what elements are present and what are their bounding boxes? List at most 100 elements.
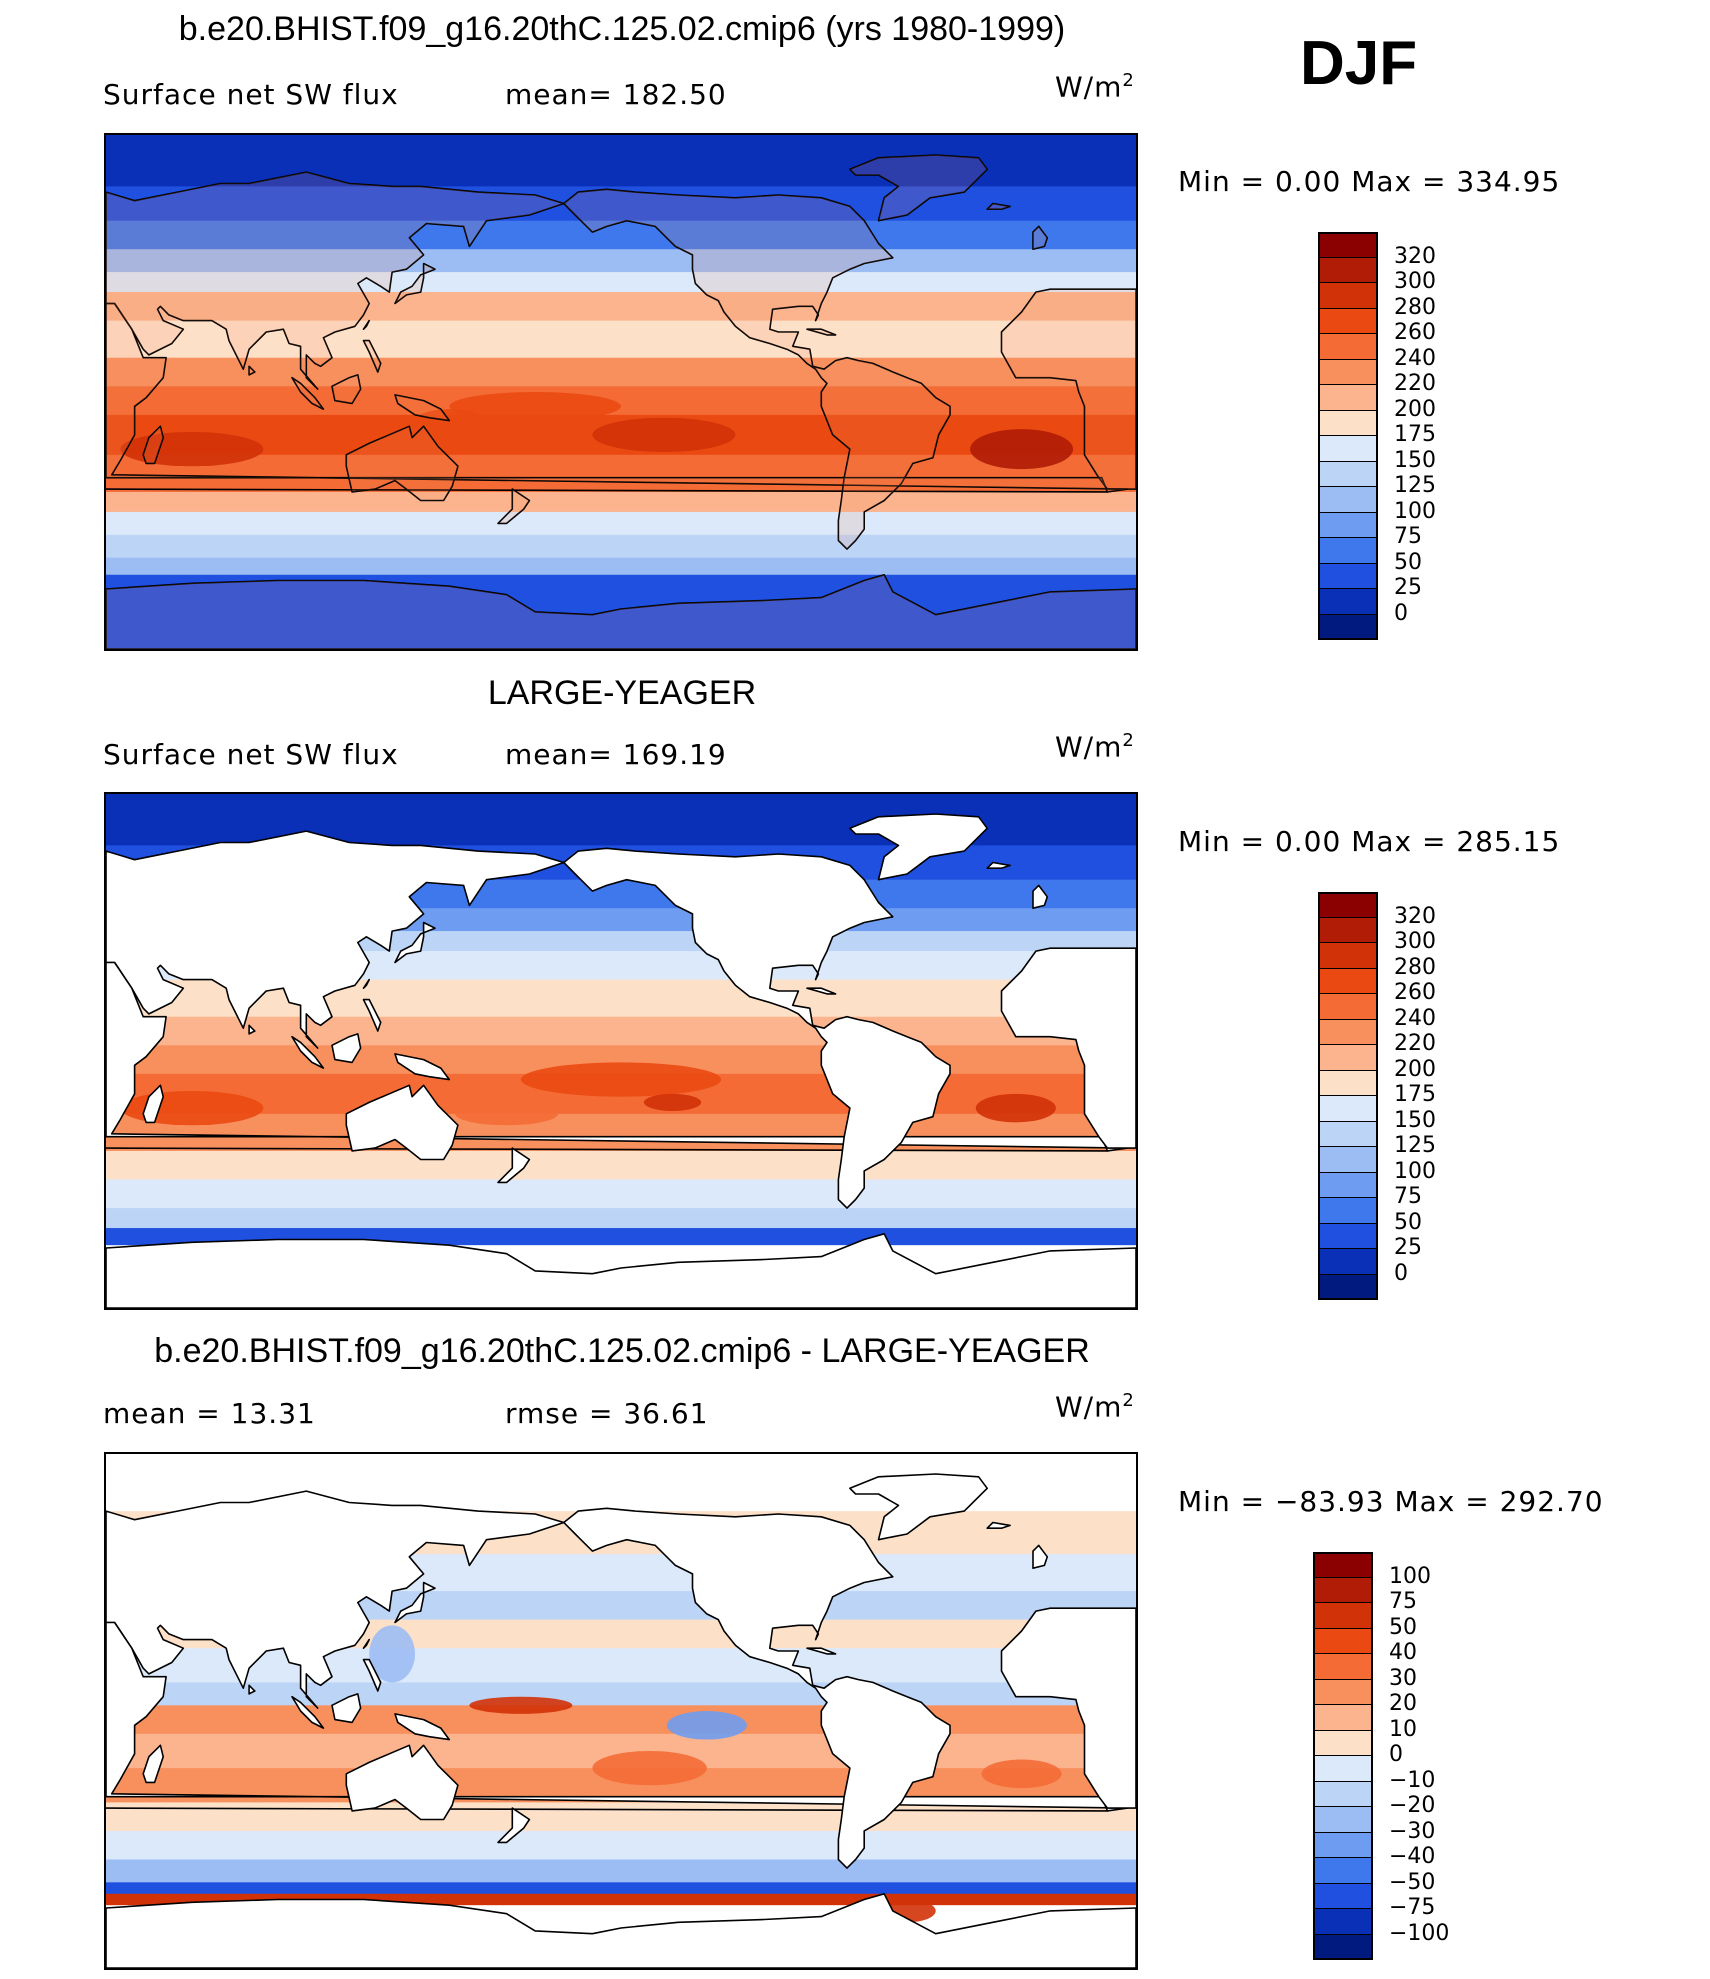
colorbar-tick-label: −100 — [1389, 1920, 1450, 1946]
land-tint — [363, 340, 381, 372]
coastline — [1000, 1607, 1136, 1809]
colorbar-swatch — [1318, 385, 1378, 411]
colorbar-tick-label: 240 — [1394, 1005, 1436, 1031]
coastline — [1032, 1544, 1049, 1569]
colorbar-swatch — [1313, 1909, 1373, 1935]
map-color-band — [106, 1830, 1136, 1860]
map-color-band — [106, 557, 1136, 576]
coastline — [562, 188, 951, 550]
coastline — [1000, 288, 1136, 490]
colorbar-tick-label: 280 — [1394, 294, 1436, 320]
colorbar-tick-label: 320 — [1394, 903, 1436, 929]
colorbar-tick-label: −20 — [1389, 1793, 1436, 1818]
map-color-band — [106, 320, 1136, 359]
coastline — [331, 1693, 362, 1724]
coastline — [394, 262, 436, 305]
colorbar-swatch — [1318, 487, 1378, 513]
map-color-band — [106, 534, 1136, 559]
map-color-band — [106, 1893, 1136, 1906]
colorbar-swatch — [1313, 1832, 1373, 1858]
colorbar-tick-label: 50 — [1394, 1209, 1422, 1235]
colorbar-tick-label: 260 — [1394, 320, 1436, 345]
colorbar-swatch — [1318, 334, 1378, 360]
coastline — [362, 998, 382, 1032]
coastline — [806, 1647, 837, 1655]
colorbar-tick-label: 0 — [1394, 1260, 1408, 1286]
colorbar-tick-label: 125 — [1394, 473, 1436, 498]
panel2-colorbar — [1318, 892, 1378, 1300]
colorbar-tick-label: 240 — [1394, 345, 1436, 371]
colorbar-swatch — [1318, 1249, 1378, 1275]
coastline — [986, 202, 1011, 210]
colorbar-tick-label: −75 — [1389, 1895, 1436, 1920]
colorbar-swatch — [1313, 1628, 1373, 1654]
colorbar-swatch — [1318, 1045, 1378, 1071]
colorbar-tick-label: 75 — [1389, 1589, 1417, 1614]
colorbar-swatch — [1318, 589, 1378, 615]
colorbar-swatch — [1318, 614, 1378, 640]
colorbar-tick-label: −40 — [1389, 1844, 1436, 1869]
land-tint — [1033, 226, 1048, 250]
panel3-map — [104, 1452, 1138, 1970]
colorbar-tick-label: 260 — [1394, 980, 1436, 1005]
panel3-unit: W/m2 — [1055, 1390, 1135, 1424]
map-color-blob — [469, 1696, 573, 1714]
map-color-blob — [449, 392, 621, 421]
land-tint — [106, 574, 1136, 649]
panel2-map — [104, 792, 1138, 1310]
colorbar-swatch — [1318, 257, 1378, 283]
colorbar-tick-label: 300 — [1394, 929, 1436, 954]
colorbar-tick-label: 50 — [1389, 1614, 1417, 1640]
land-tint — [987, 203, 1011, 210]
coastline — [142, 425, 165, 465]
coastline — [345, 425, 459, 502]
coastline — [106, 830, 565, 1049]
coastline — [106, 488, 1109, 493]
coastline — [331, 1033, 362, 1064]
colorbar-swatch — [1313, 1679, 1373, 1705]
coastline — [1000, 947, 1136, 1149]
map-color-band — [106, 574, 1136, 649]
coastline — [497, 488, 531, 525]
colorbar-swatch — [1318, 1096, 1378, 1122]
coastline — [849, 154, 989, 222]
panel1-unit: W/m2 — [1055, 70, 1135, 104]
coastline — [362, 339, 382, 373]
colorbar-tick-label: −50 — [1389, 1869, 1436, 1895]
coastline — [362, 319, 371, 330]
colorbar-tick-label: 50 — [1394, 549, 1422, 575]
colorbar-tick-label: −30 — [1389, 1818, 1436, 1844]
colorbar-swatch — [1313, 1756, 1373, 1782]
colorbar-swatch — [1318, 994, 1378, 1020]
coastline — [362, 1658, 382, 1692]
coastline — [291, 376, 325, 410]
map-color-band — [106, 220, 1136, 250]
colorbar-tick-label: 175 — [1394, 1082, 1436, 1107]
colorbar-tick-label: 300 — [1394, 269, 1436, 294]
land-tint — [106, 489, 1108, 492]
coastline — [497, 1807, 531, 1844]
land-tint — [395, 263, 435, 304]
map-color-band — [106, 1179, 1136, 1209]
colorbar-swatch — [1313, 1781, 1373, 1807]
map-color-band — [106, 272, 1136, 293]
land-tint — [849, 155, 988, 221]
panel1-mean-label: mean= 182.50 — [505, 78, 727, 111]
colorbar-tick-label: 175 — [1394, 422, 1436, 447]
map-color-blob — [120, 431, 264, 467]
coastline — [362, 978, 371, 989]
coastline — [106, 1232, 1136, 1308]
coastline — [291, 1695, 325, 1729]
colorbar-swatch — [1318, 232, 1378, 258]
colorbar-swatch — [1318, 1019, 1378, 1045]
panel3-title: b.e20.BHIST.f09_g16.20thC.125.02.cmip6 -… — [154, 1332, 1090, 1370]
land-tint — [1001, 289, 1136, 490]
coastline — [291, 1035, 325, 1069]
map-color-blob — [970, 429, 1074, 470]
map-color-blob — [592, 417, 736, 452]
map-color-band — [106, 1682, 1136, 1706]
coastline — [345, 1084, 459, 1161]
map-color-band — [106, 386, 1136, 416]
coastline — [849, 1473, 989, 1541]
colorbar-tick-label: 220 — [1394, 1031, 1436, 1056]
